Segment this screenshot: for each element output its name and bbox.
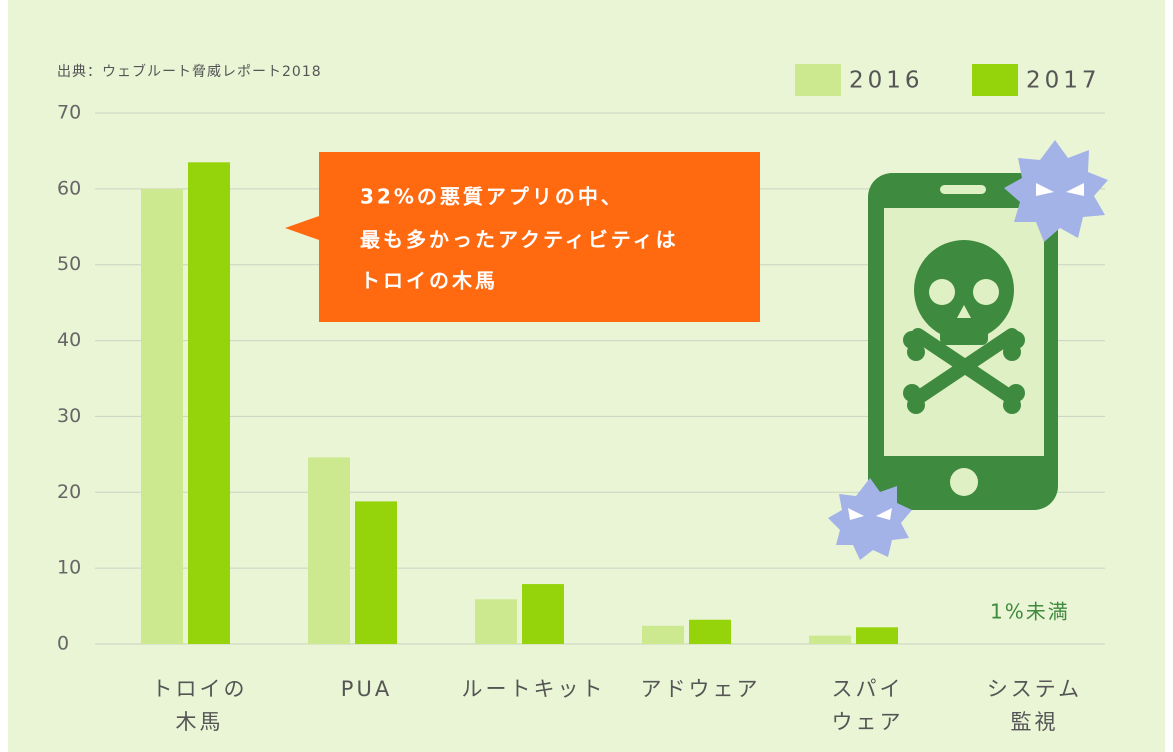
y-tick-label: 40 <box>57 329 81 351</box>
x-tick-label: ルートキット <box>462 677 606 701</box>
bar <box>475 599 517 644</box>
legend: 2016 2017 <box>795 64 1101 96</box>
phone-speaker <box>940 185 986 194</box>
bar <box>355 501 397 644</box>
phone-illustration <box>828 140 1108 560</box>
bar <box>689 619 731 644</box>
callout-text: 最も多かったアクティビティは <box>360 228 679 252</box>
x-tick-label: 木馬 <box>176 710 224 734</box>
x-tick-label: スパイ <box>832 677 904 701</box>
y-tick-label: 60 <box>57 177 81 199</box>
bar <box>308 457 350 644</box>
x-tick-label: PUA <box>341 677 392 701</box>
callout-text: 32%の悪質アプリの中、 <box>360 185 624 209</box>
virus <box>828 478 912 560</box>
y-tick-label: 50 <box>57 253 81 275</box>
note: 1%未満 <box>990 600 1070 624</box>
legend-swatch <box>795 64 841 96</box>
bars <box>141 162 898 645</box>
legend-label: 2016 <box>849 68 924 94</box>
y-tick-label: 30 <box>57 405 81 427</box>
virus <box>1004 140 1108 242</box>
bar <box>809 635 851 644</box>
x-tick-label: アドウェア <box>641 677 761 701</box>
bar <box>522 584 564 644</box>
y-tick-label: 10 <box>57 557 81 579</box>
skull <box>903 240 1025 414</box>
callout-box <box>285 152 760 322</box>
bar <box>188 162 230 645</box>
x-tick-label: トロイの <box>152 677 248 701</box>
x-tick-label: 監視 <box>1011 710 1059 734</box>
source: 出典：ウェブルート脅威レポート2018 <box>57 63 322 80</box>
bar <box>141 188 183 644</box>
legend-swatch <box>972 64 1018 96</box>
x-tick-label: ウェア <box>832 710 904 734</box>
x-tick-label: システム <box>987 677 1082 701</box>
legend-label: 2017 <box>1026 68 1101 94</box>
y-tick-label: 70 <box>57 102 81 124</box>
callout-text: トロイの木馬 <box>360 269 498 293</box>
phone-button <box>950 468 978 496</box>
bar <box>856 627 898 644</box>
y-tick-label: 0 <box>57 633 69 655</box>
bar <box>642 625 684 644</box>
callout: 32%の悪質アプリの中、 最も多かったアクティビティは トロイの木馬 <box>285 152 760 322</box>
y-tick-label: 20 <box>57 481 81 503</box>
